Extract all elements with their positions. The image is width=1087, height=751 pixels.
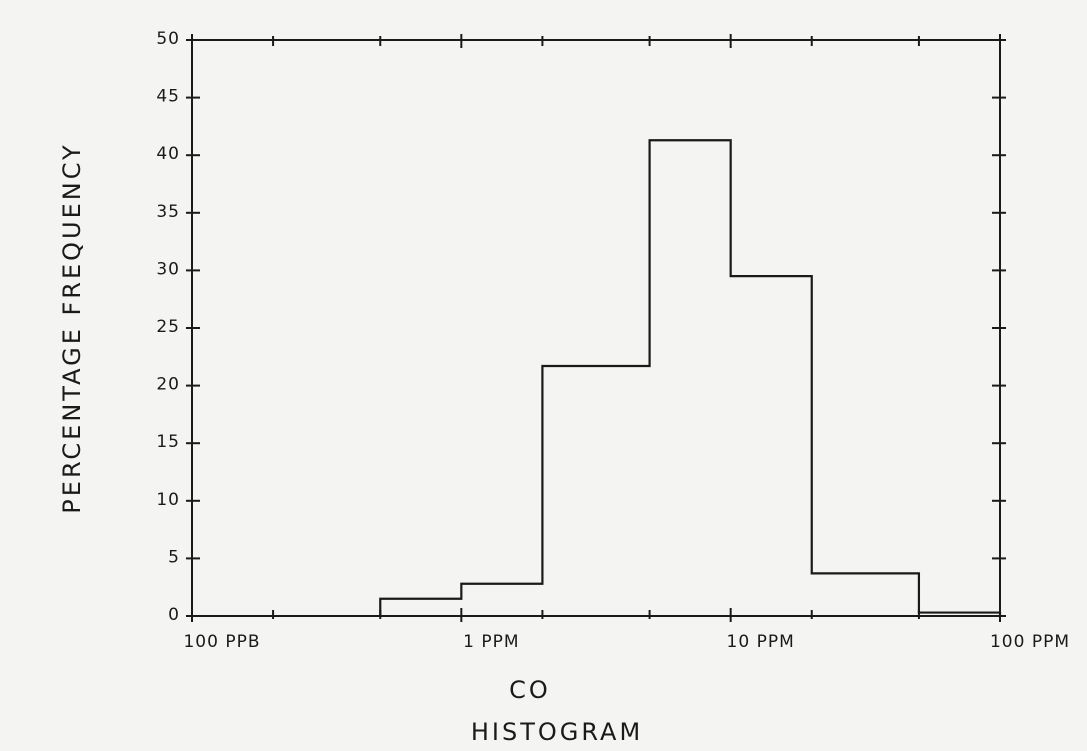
- y-tick-label: 0: [168, 605, 180, 625]
- histogram-bin: [461, 584, 542, 616]
- histogram-bin: [650, 140, 731, 616]
- histogram-bin: [542, 366, 649, 616]
- x-tick-label: 1 PPM: [463, 632, 519, 652]
- y-tick-label: 40: [156, 144, 180, 164]
- x-tick-label: 100 PPM: [990, 632, 1070, 652]
- histogram-bin: [919, 613, 1000, 616]
- histogram-bin: [812, 573, 919, 616]
- y-tick-label: 20: [156, 375, 180, 395]
- y-axis: 0 5 10 15 20 25 30 35 40 45 50: [156, 29, 1006, 625]
- y-tick-label: 30: [156, 259, 180, 279]
- x-tick-label: 100 PPB: [183, 632, 260, 652]
- x-axis-label: CO: [509, 676, 551, 704]
- y-tick-label: 10: [156, 490, 180, 510]
- y-tick-label: 25: [156, 317, 180, 337]
- y-tick-label: 5: [168, 547, 180, 567]
- chart-title: HISTOGRAM: [471, 718, 643, 746]
- y-tick-label: 15: [156, 432, 180, 452]
- x-tick-label: 10 PPM: [727, 632, 795, 652]
- y-tick-label: 35: [156, 202, 180, 222]
- y-tick-label: 45: [156, 87, 180, 107]
- histogram-series-line: [379, 139, 1002, 616]
- y-tick-label: 50: [156, 29, 180, 49]
- histogram-bin: [380, 599, 461, 616]
- x-axis: 100 PPB 1 PPM 10 PPM 100 PPM: [183, 34, 1070, 652]
- histogram-bins: [380, 140, 1000, 616]
- y-axis-label: PERCENTAGE FREQUENCY: [58, 142, 86, 513]
- histogram-bin: [731, 276, 812, 616]
